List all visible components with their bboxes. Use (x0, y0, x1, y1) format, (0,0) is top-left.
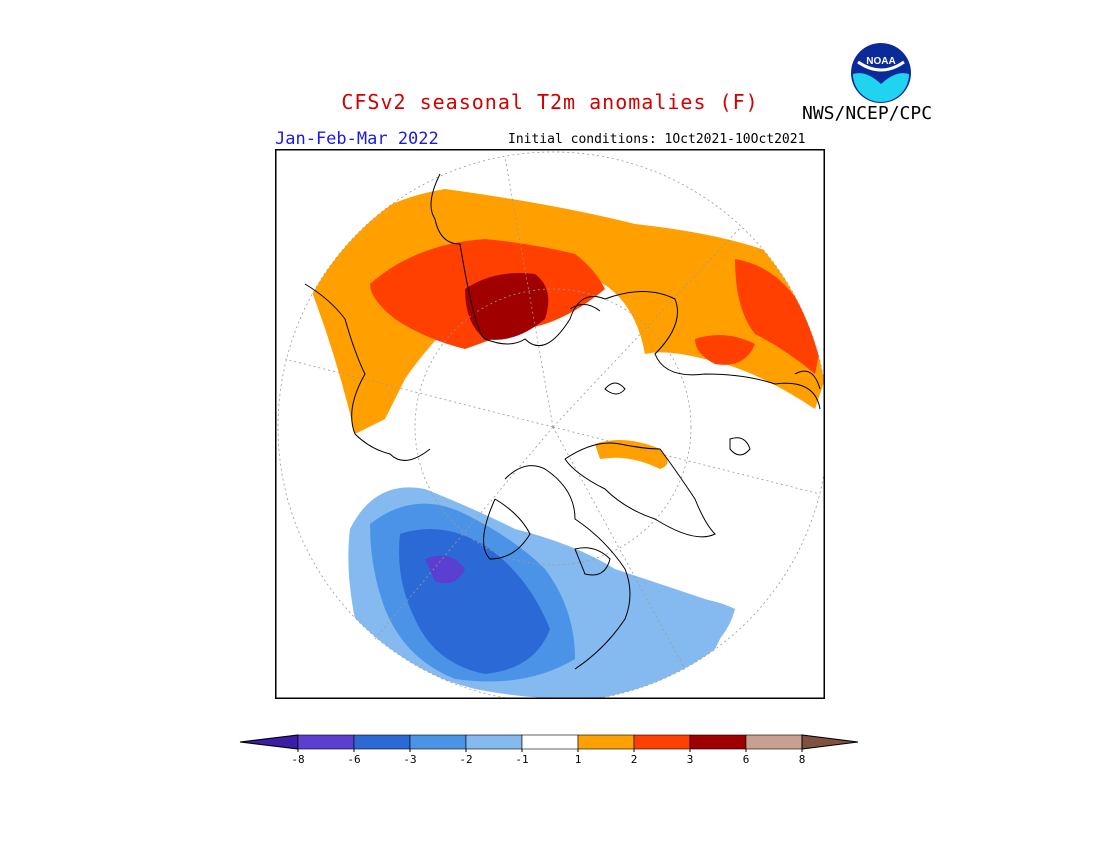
legend-swatch (353, 734, 411, 750)
legend-tick-label: 8 (799, 753, 806, 766)
legend-swatch (297, 734, 355, 750)
initial-conditions-label: Initial conditions: 1Oct2021-10Oct2021 (508, 132, 806, 147)
legend-tick-label: -2 (459, 753, 472, 766)
legend-arrow-max (801, 734, 859, 750)
legend-swatch (633, 734, 691, 750)
legend-tick-label: 1 (575, 753, 582, 766)
season-label: Jan-Feb-Mar 2022 (275, 129, 439, 149)
legend-tick-label: -8 (291, 753, 304, 766)
anomaly-fields (305, 189, 825, 699)
svg-text:NOAA: NOAA (866, 56, 895, 67)
legend-tick-label: -6 (347, 753, 360, 766)
legend-tick-label: 6 (743, 753, 750, 766)
map-frame (275, 149, 825, 699)
legend-swatch (689, 734, 747, 750)
legend-swatch (745, 734, 803, 750)
agency-label: NWS/NCEP/CPC (802, 103, 933, 124)
legend-swatch (521, 734, 579, 750)
legend-tick-label: 3 (687, 753, 694, 766)
legend-swatch (465, 734, 523, 750)
legend-swatch (409, 734, 467, 750)
warm-anomaly-red-east (735, 259, 820, 374)
legend-tick-label: -3 (403, 753, 416, 766)
warm-anomaly-red-china (695, 335, 755, 365)
color-legend: -8 -6 -3 -2 -1 1 2 3 6 8 (239, 734, 859, 766)
chart-title: CFSv2 seasonal T2m anomalies (F) (341, 90, 759, 114)
cool-anomaly-east (635, 597, 735, 669)
noaa-logo: NOAA (851, 43, 911, 103)
legend-arrow-min (239, 734, 299, 750)
coastlines (304, 173, 821, 670)
polar-anomaly-map (275, 149, 825, 699)
graticule (277, 151, 825, 699)
legend-swatch (577, 734, 635, 750)
cool-anomaly-extreme (425, 555, 465, 584)
legend-tick-label: 2 (631, 753, 638, 766)
legend-tick-label: -1 (515, 753, 528, 766)
warm-anomaly-darkred (465, 273, 549, 340)
warm-anomaly-greenland (595, 440, 668, 469)
